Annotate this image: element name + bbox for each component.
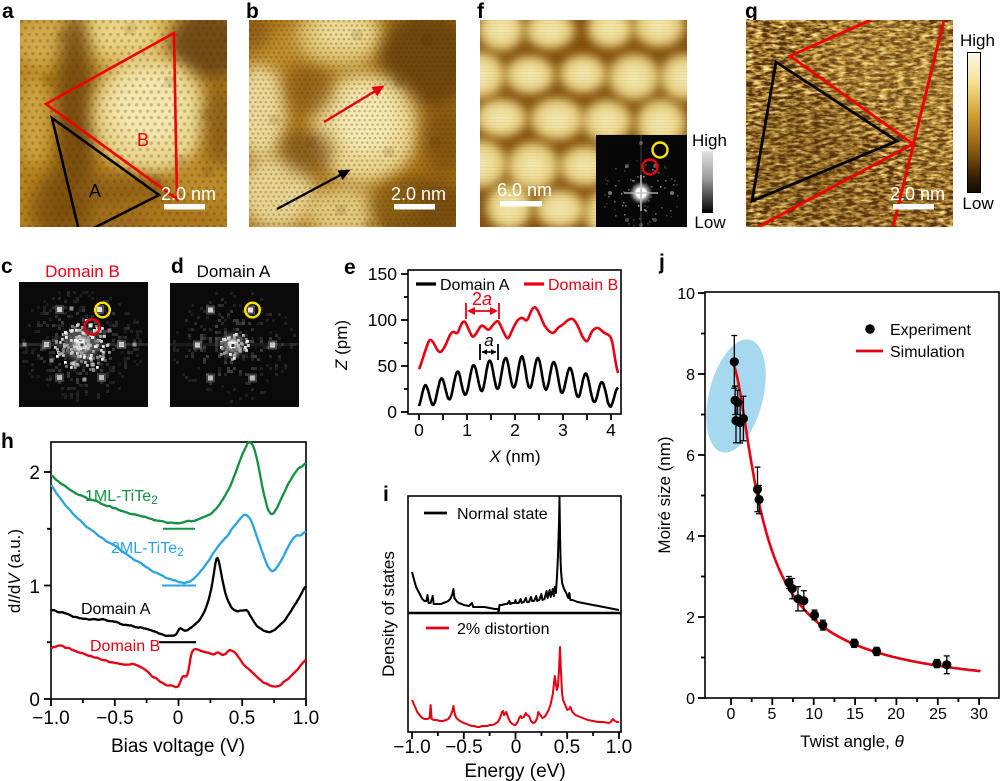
- svg-text:Domain A: Domain A: [81, 601, 151, 618]
- svg-text:1: 1: [29, 577, 40, 598]
- svg-text:1: 1: [462, 420, 472, 440]
- svg-text:Bias voltage (V): Bias voltage (V): [111, 736, 245, 757]
- svg-text:Domain B: Domain B: [548, 277, 618, 294]
- svg-text:4: 4: [606, 420, 616, 440]
- svg-text:2.0 nm: 2.0 nm: [161, 184, 216, 204]
- svg-text:Domain B: Domain B: [90, 638, 160, 655]
- svg-text:0: 0: [29, 690, 40, 711]
- svg-text:A: A: [89, 181, 101, 201]
- svg-text:a: a: [484, 331, 493, 350]
- svg-text:2: 2: [29, 463, 40, 484]
- svg-text:1.0: 1.0: [606, 737, 632, 758]
- svg-text:2: 2: [686, 610, 695, 627]
- svg-text:2: 2: [510, 420, 520, 440]
- svg-text:3: 3: [558, 420, 568, 440]
- svg-text:Normal state: Normal state: [457, 506, 548, 523]
- svg-text:dI/dV (a.u.): dI/dV (a.u.): [5, 529, 24, 613]
- svg-text:Experiment: Experiment: [890, 322, 971, 339]
- svg-text:1.0: 1.0: [293, 708, 319, 729]
- svg-text:150: 150: [368, 264, 397, 284]
- svg-text:0: 0: [686, 691, 695, 708]
- svg-text:6: 6: [686, 448, 695, 465]
- svg-text:1ML-TiTe2: 1ML-TiTe2: [85, 488, 158, 507]
- svg-text:0: 0: [727, 706, 736, 723]
- svg-text:0.5: 0.5: [229, 708, 255, 729]
- svg-text:100: 100: [368, 310, 397, 330]
- svg-text:5: 5: [768, 706, 777, 723]
- svg-text:−0.5: −0.5: [96, 708, 134, 729]
- svg-text:Moiré size (nm): Moiré size (nm): [655, 436, 674, 553]
- svg-text:0.5: 0.5: [554, 737, 580, 758]
- svg-text:Simulation: Simulation: [890, 344, 965, 361]
- svg-text:15: 15: [846, 706, 864, 723]
- svg-text:10: 10: [805, 706, 823, 723]
- svg-text:30: 30: [970, 706, 988, 723]
- svg-text:25: 25: [929, 706, 947, 723]
- svg-text:−1.0: −1.0: [393, 737, 431, 758]
- svg-text:−0.5: −0.5: [445, 737, 483, 758]
- svg-text:4: 4: [686, 529, 695, 546]
- svg-text:2.0 nm: 2.0 nm: [391, 184, 446, 204]
- svg-text:8: 8: [686, 367, 695, 384]
- svg-text:20: 20: [887, 706, 905, 723]
- svg-text:2% distortion: 2% distortion: [457, 621, 550, 638]
- svg-text:2a: 2a: [472, 289, 492, 309]
- svg-text:0: 0: [511, 737, 522, 758]
- svg-text:2ML-TiTe2: 2ML-TiTe2: [111, 540, 184, 559]
- svg-text:B: B: [137, 130, 149, 150]
- svg-text:10: 10: [677, 286, 695, 303]
- svg-text:0: 0: [173, 708, 184, 729]
- svg-text:2.0 nm: 2.0 nm: [890, 184, 945, 204]
- svg-text:Twist angle, θ: Twist angle, θ: [800, 732, 905, 751]
- svg-text:Domain A: Domain A: [440, 277, 510, 294]
- svg-text:0: 0: [414, 420, 424, 440]
- svg-text:0: 0: [387, 402, 397, 422]
- svg-text:X (nm): X (nm): [488, 447, 540, 466]
- svg-text:−1.0: −1.0: [32, 708, 70, 729]
- svg-text:Energy (eV): Energy (eV): [464, 761, 565, 781]
- svg-text:50: 50: [378, 356, 398, 376]
- svg-text:6.0 nm: 6.0 nm: [497, 180, 552, 200]
- svg-text:Z (pm): Z (pm): [332, 320, 351, 371]
- svg-text:Density of states: Density of states: [380, 551, 398, 677]
